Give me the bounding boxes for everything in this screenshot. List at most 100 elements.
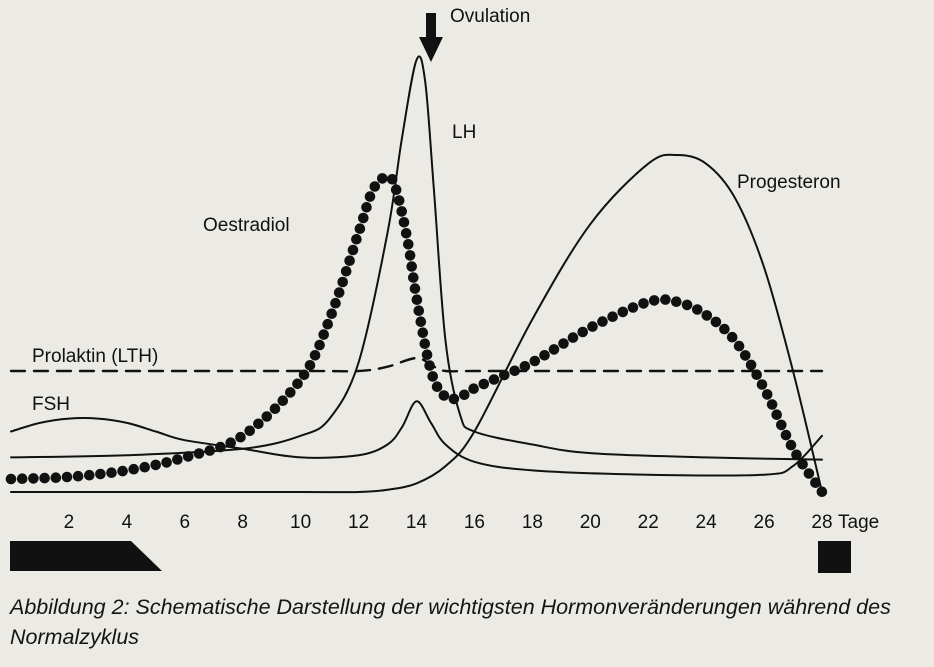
data-point-oestradiol <box>459 389 470 401</box>
menstruation-bar-start <box>10 541 162 571</box>
data-point-oestradiol <box>150 459 161 471</box>
ovulation-annotation: Ovulation <box>450 6 530 27</box>
x-tick-label: 10 <box>290 512 311 533</box>
data-point-oestradiol <box>358 212 369 224</box>
data-point-oestradiol <box>408 272 419 283</box>
x-tick-label: 2 <box>64 512 75 533</box>
data-point-oestradiol <box>438 390 450 401</box>
data-point-oestradiol <box>411 294 423 306</box>
data-point-oestradiol <box>745 359 757 371</box>
data-point-oestradiol <box>351 234 362 245</box>
data-point-oestradiol <box>719 323 730 335</box>
series-dots-oestradiol <box>5 173 828 498</box>
data-point-oestradiol <box>330 297 341 309</box>
data-point-oestradiol <box>478 378 490 390</box>
data-point-oestradiol <box>369 181 381 192</box>
data-point-oestradiol <box>393 195 405 206</box>
series-line-prolaktin-lth <box>9 356 824 373</box>
data-point-oestradiol <box>193 448 205 459</box>
data-point-oestradiol <box>314 339 325 351</box>
x-tick-label: 28 <box>811 512 832 533</box>
data-point-oestradiol <box>558 338 569 349</box>
data-point-oestradiol <box>648 295 660 306</box>
data-point-oestradiol <box>354 223 366 234</box>
data-point-oestradiol <box>253 418 264 430</box>
data-point-oestradiol <box>347 244 359 256</box>
x-tick-label: 26 <box>754 512 775 533</box>
data-point-oestradiol <box>413 305 425 317</box>
data-point-oestradiol <box>84 469 95 481</box>
data-point-oestradiol <box>337 276 349 288</box>
data-point-oestradiol <box>733 340 745 352</box>
data-point-oestradiol <box>39 472 50 484</box>
data-point-oestradiol <box>488 374 500 385</box>
data-point-oestradiol <box>468 383 479 395</box>
series-label-progesteron: Progesteron <box>737 172 841 193</box>
data-point-oestradiol <box>398 217 410 228</box>
series-line-lh <box>10 55 823 461</box>
data-point-oestradiol <box>627 302 639 313</box>
data-point-oestradiol <box>431 381 443 393</box>
data-point-oestradiol <box>417 327 429 339</box>
x-axis-label: Tage <box>838 512 879 533</box>
data-point-oestradiol <box>16 473 28 485</box>
data-point-oestradiol <box>701 310 713 321</box>
data-point-oestradiol <box>726 331 738 343</box>
data-point-oestradiol <box>419 338 431 350</box>
x-tick-label: 24 <box>696 512 718 533</box>
data-point-oestradiol <box>577 326 588 338</box>
data-point-oestradiol <box>421 349 433 361</box>
data-point-oestradiol <box>791 449 802 461</box>
series-label-prolaktin: Prolaktin (LTH) <box>32 346 158 367</box>
data-point-oestradiol <box>740 350 751 361</box>
data-point-oestradiol <box>386 174 398 185</box>
data-point-oestradiol <box>364 191 376 202</box>
data-point-oestradiol <box>780 429 792 441</box>
data-point-oestradiol <box>106 467 117 479</box>
data-point-oestradiol <box>776 419 787 431</box>
series-label-lh: LH <box>452 122 476 143</box>
data-point-oestradiol <box>309 350 321 361</box>
x-tick-label: 12 <box>348 512 369 533</box>
data-point-oestradiol <box>427 371 439 382</box>
data-point-oestradiol <box>638 298 649 309</box>
data-point-oestradiol <box>292 378 303 390</box>
data-point-oestradiol <box>322 318 334 330</box>
series-line-progesteron <box>10 153 823 494</box>
data-point-oestradiol <box>785 439 797 451</box>
series-label-oestradiol: Oestradiol <box>203 215 290 236</box>
data-point-oestradiol <box>50 472 62 484</box>
data-point-oestradiol <box>415 316 427 328</box>
data-point-oestradiol <box>771 409 782 421</box>
figure-caption: Abbildung 2: Schematische Darstellung de… <box>10 595 891 649</box>
data-point-oestradiol <box>182 451 194 462</box>
x-tick-label: 20 <box>580 512 601 533</box>
data-point-oestradiol <box>340 266 352 277</box>
data-point-oestradiol <box>409 283 421 294</box>
data-point-oestradiol <box>660 294 671 305</box>
data-point-oestradiol <box>390 184 402 195</box>
data-point-oestradiol <box>766 399 778 410</box>
series-layer <box>5 55 828 498</box>
data-point-oestradiol <box>5 473 17 485</box>
data-point-oestradiol <box>225 437 236 449</box>
data-point-oestradiol <box>361 202 372 213</box>
x-tick-label: 6 <box>180 512 191 533</box>
data-point-oestradiol <box>139 461 150 473</box>
data-point-oestradiol <box>681 299 693 311</box>
data-point-oestradiol <box>617 306 629 318</box>
data-point-oestradiol <box>406 261 418 272</box>
data-point-oestradiol <box>607 311 618 323</box>
data-point-oestradiol <box>318 329 330 340</box>
data-point-oestradiol <box>161 457 172 468</box>
data-point-oestradiol <box>204 445 216 456</box>
data-point-oestradiol <box>304 360 316 371</box>
menstruation-bar-end <box>818 541 851 573</box>
data-point-oestradiol <box>269 403 281 415</box>
data-point-oestradiol <box>567 332 579 343</box>
data-point-oestradiol <box>671 296 682 308</box>
data-point-oestradiol <box>403 239 414 250</box>
data-point-oestradiol <box>756 379 768 390</box>
